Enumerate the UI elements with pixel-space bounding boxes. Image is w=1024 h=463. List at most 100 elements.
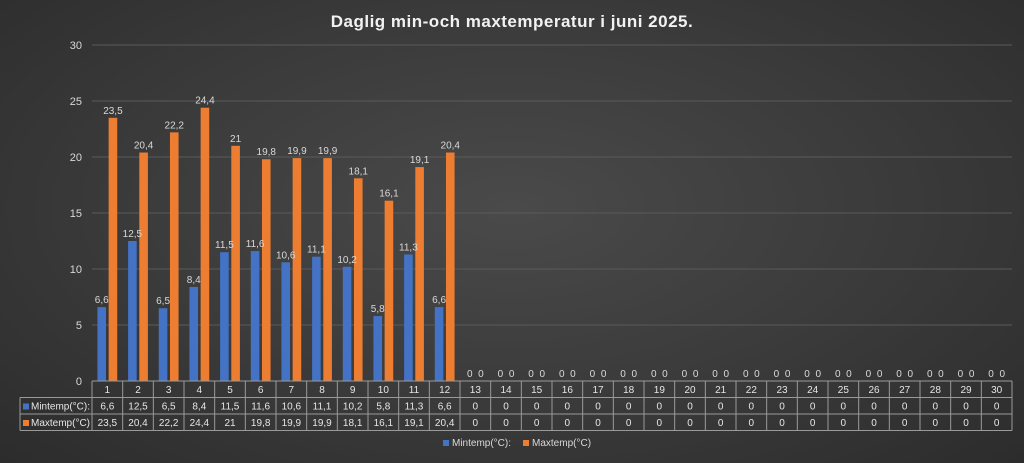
data-label: 0 <box>498 369 504 380</box>
bar <box>220 252 229 381</box>
data-label: 11,6 <box>246 239 265 250</box>
data-label: 0 <box>601 369 607 380</box>
data-label: 6,6 <box>432 295 446 306</box>
data-label: 0 <box>958 369 964 380</box>
bar <box>97 307 107 381</box>
bar <box>231 145 240 381</box>
data-label: 0 <box>938 369 944 380</box>
table-cell: 11,5 <box>221 402 240 413</box>
data-label: 0 <box>754 369 760 380</box>
bars <box>97 107 455 382</box>
data-label: 12,5 <box>123 229 143 240</box>
bar <box>108 117 118 382</box>
bar <box>373 316 383 381</box>
data-label: 6,6 <box>95 295 109 306</box>
bar <box>415 167 424 381</box>
table-cell: 0 <box>595 418 601 429</box>
table-cell: 0 <box>841 402 847 413</box>
data-label: 22,2 <box>165 120 185 131</box>
table-cell: 19,9 <box>282 418 302 429</box>
table-cell: 0 <box>473 418 479 429</box>
table-cell: 0 <box>871 418 877 429</box>
table-cell: 0 <box>657 402 663 413</box>
x-category-label: 9 <box>350 385 356 396</box>
x-category-label: 3 <box>166 385 172 396</box>
data-label: 10,2 <box>337 255 357 266</box>
table-cell: 0 <box>902 418 908 429</box>
table-cell: 0 <box>933 402 939 413</box>
table-cell: 0 <box>626 402 632 413</box>
data-label: 16,1 <box>379 189 399 200</box>
data-label: 23,5 <box>103 106 123 117</box>
data-label: 8,4 <box>187 275 201 286</box>
data-label: 0 <box>590 369 596 380</box>
x-category-label: 20 <box>684 385 696 396</box>
data-label: 0 <box>570 369 576 380</box>
data-label: 0 <box>835 369 841 380</box>
table-cell: 0 <box>841 418 847 429</box>
data-table: 1 2 3 4 5 6 7 8 9 10 11 12 13 14 15 16 17 18 19 20 21 22 23 24 2… <box>19 380 1013 431</box>
y-tick-label: 15 <box>70 208 82 220</box>
y-tick-label: 10 <box>70 264 82 276</box>
legend-swatch <box>443 440 449 446</box>
data-label: 0 <box>815 369 821 380</box>
table-cell: 0 <box>749 418 755 429</box>
data-label: 0 <box>969 369 975 380</box>
data-label: 0 <box>774 369 780 380</box>
bar <box>312 256 321 381</box>
y-tick-label: 30 <box>70 40 82 52</box>
bar <box>158 308 168 381</box>
table-cell: 0 <box>749 402 755 413</box>
table-cell: 11,1 <box>313 402 332 413</box>
x-category-label: 21 <box>715 385 727 396</box>
table-cell: 0 <box>503 418 509 429</box>
y-tick-label: 25 <box>70 96 82 108</box>
table-cell: 0 <box>473 402 479 413</box>
table-cell: 19,1 <box>404 418 424 429</box>
data-labels: 6,6 12,5 6,5 8,4 11,5 11,6 10,6 11,1 10,2 5,8 11,3… <box>95 96 1006 380</box>
table-cell: 6,6 <box>100 402 114 413</box>
table-cell: 10,6 <box>282 402 302 413</box>
x-category-label: 30 <box>991 385 1003 396</box>
table-cell: 0 <box>534 418 540 429</box>
x-category-label: 18 <box>623 385 635 396</box>
data-label: 0 <box>846 369 852 380</box>
x-category-label: 16 <box>562 385 574 396</box>
data-label: 19,8 <box>257 147 277 158</box>
bar <box>342 266 352 381</box>
data-label: 0 <box>988 369 994 380</box>
data-label: 0 <box>528 369 534 380</box>
x-category-label: 6 <box>258 385 264 396</box>
table-cell: 0 <box>871 402 877 413</box>
data-label: 0 <box>682 369 688 380</box>
data-label: 19,9 <box>287 146 307 157</box>
table-cell: 19,8 <box>251 418 271 429</box>
bar <box>445 152 455 381</box>
data-label: 0 <box>631 369 637 380</box>
x-category-label: 29 <box>960 385 972 396</box>
table-cell: 6,6 <box>438 402 452 413</box>
table-cell: 20,4 <box>128 418 148 429</box>
table-cell: 0 <box>565 418 571 429</box>
table-cell: 0 <box>933 418 939 429</box>
bar <box>169 132 179 381</box>
table-cell: 11,6 <box>251 402 270 413</box>
data-label: 11,3 <box>399 242 418 253</box>
table-cell: 19,9 <box>312 418 332 429</box>
x-category-label: 19 <box>654 385 666 396</box>
x-category-label: 23 <box>776 385 788 396</box>
x-category-label: 24 <box>807 385 819 396</box>
x-category-label: 4 <box>197 385 203 396</box>
bar <box>139 152 148 381</box>
table-cell: 21 <box>224 418 236 429</box>
table-series-name: Mintemp(°C): <box>31 402 90 413</box>
table-cell: 0 <box>994 418 1000 429</box>
legend-entry: Maxtemp(°C) <box>532 438 591 449</box>
table-cell: 0 <box>595 402 601 413</box>
bar <box>250 251 260 381</box>
data-label: 6,5 <box>156 296 170 307</box>
data-label: 11,1 <box>307 245 326 256</box>
table-cell: 0 <box>503 402 509 413</box>
y-tick-label: 20 <box>70 152 82 164</box>
